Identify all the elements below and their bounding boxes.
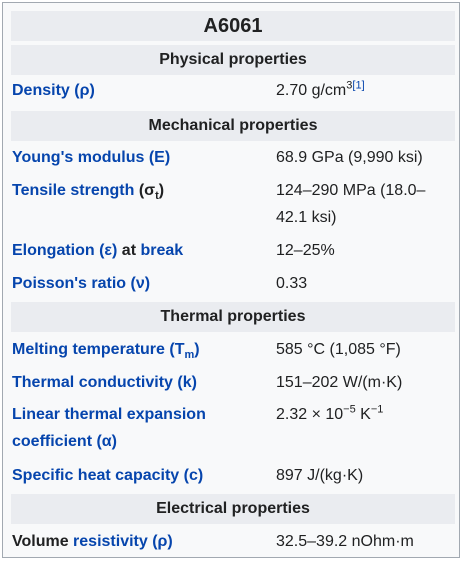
row-tensile-label: Tensile strength (σt) xyxy=(12,177,267,204)
row-poisson-value: 0.33 xyxy=(276,275,308,292)
melting-label-close: ) xyxy=(194,341,200,358)
density-link[interactable]: Density (ρ) xyxy=(12,82,95,99)
expansion-exponent: −5 xyxy=(343,403,356,416)
row-melting-label: Melting temperature (Tm) xyxy=(12,336,267,363)
row-heat-value: 897 J/(kg·K) xyxy=(276,467,364,484)
tensile-symbol-close: ) xyxy=(158,182,165,199)
section-mechanical-properties: Mechanical properties xyxy=(11,111,455,141)
break-link[interactable]: break xyxy=(140,242,184,259)
resistivity-volume-text: Volume xyxy=(12,533,74,550)
infobox-title: A6061 xyxy=(11,11,455,41)
tensile-symbol: (σ xyxy=(134,182,156,199)
row-poisson-label: Poisson's ratio (ν) xyxy=(12,270,267,297)
row-youngs-value: 68.9 GPa (9,990 ksi) xyxy=(276,149,423,166)
elongation-link[interactable]: Elongation (ε) xyxy=(12,242,118,259)
row-heat-label: Specific heat capacity (c) xyxy=(12,462,267,489)
row-expansion-label: Linear thermal expansion coefficient (α) xyxy=(12,401,262,455)
tensile-symbol-subscript: t xyxy=(155,190,159,203)
row-conductivity-label: Thermal conductivity (k) xyxy=(12,369,267,396)
melting-temperature-link[interactable]: Melting temperature (Tm) xyxy=(12,341,200,362)
section-thermal-properties: Thermal properties xyxy=(11,302,455,332)
row-resistivity-value: 32.5–39.2 nOhm·m xyxy=(276,533,414,550)
density-value-text: 2.70 g/cm xyxy=(276,82,347,99)
resistivity-link[interactable]: resistivity (ρ) xyxy=(73,533,173,550)
density-unit-exponent: 3 xyxy=(346,79,353,92)
row-elongation-value: 12–25% xyxy=(276,242,335,259)
section-physical-properties: Physical properties xyxy=(11,45,455,75)
density-reference-link[interactable]: [1] xyxy=(352,79,365,92)
melting-subscript: m xyxy=(184,349,195,362)
melting-label-text: Melting temperature (T xyxy=(12,341,185,358)
row-elongation-label: Elongation (ε) at break xyxy=(12,237,267,264)
expansion-unit: K xyxy=(355,406,371,423)
row-melting-value: 585 °C (1,085 °F) xyxy=(276,341,401,358)
expansion-value-text: 2.32 × 10 xyxy=(276,406,344,423)
row-tensile-value: 124–290 MPa (18.0–42.1 ksi) xyxy=(276,182,426,226)
specific-heat-link[interactable]: Specific heat capacity (c) xyxy=(12,467,204,484)
row-density-value: 2.70 g/cm3[1] xyxy=(276,77,456,104)
poissons-ratio-link[interactable]: Poisson's ratio (ν) xyxy=(12,275,151,292)
thermal-expansion-link[interactable]: Linear thermal expansion coefficient (α) xyxy=(12,406,206,450)
tensile-strength-link[interactable]: Tensile strength xyxy=(12,182,135,199)
row-conductivity-value: 151–202 W/(m·K) xyxy=(276,374,403,391)
elongation-at-text: at xyxy=(117,242,141,259)
row-resistivity-label: Volume resistivity (ρ) xyxy=(12,528,267,555)
infobox: A6061 Physical properties Density (ρ) 2.… xyxy=(2,2,460,558)
row-expansion-value: 2.32 × 10−5 K−1 xyxy=(276,401,456,428)
youngs-modulus-link[interactable]: Young's modulus (E) xyxy=(12,149,171,166)
thermal-conductivity-link[interactable]: Thermal conductivity (k) xyxy=(12,374,197,391)
row-density-label: Density (ρ) xyxy=(12,77,267,104)
section-electrical-properties: Electrical properties xyxy=(11,494,455,524)
row-youngs-label: Young's modulus (E) xyxy=(12,144,267,171)
expansion-unit-exponent: −1 xyxy=(370,403,384,416)
